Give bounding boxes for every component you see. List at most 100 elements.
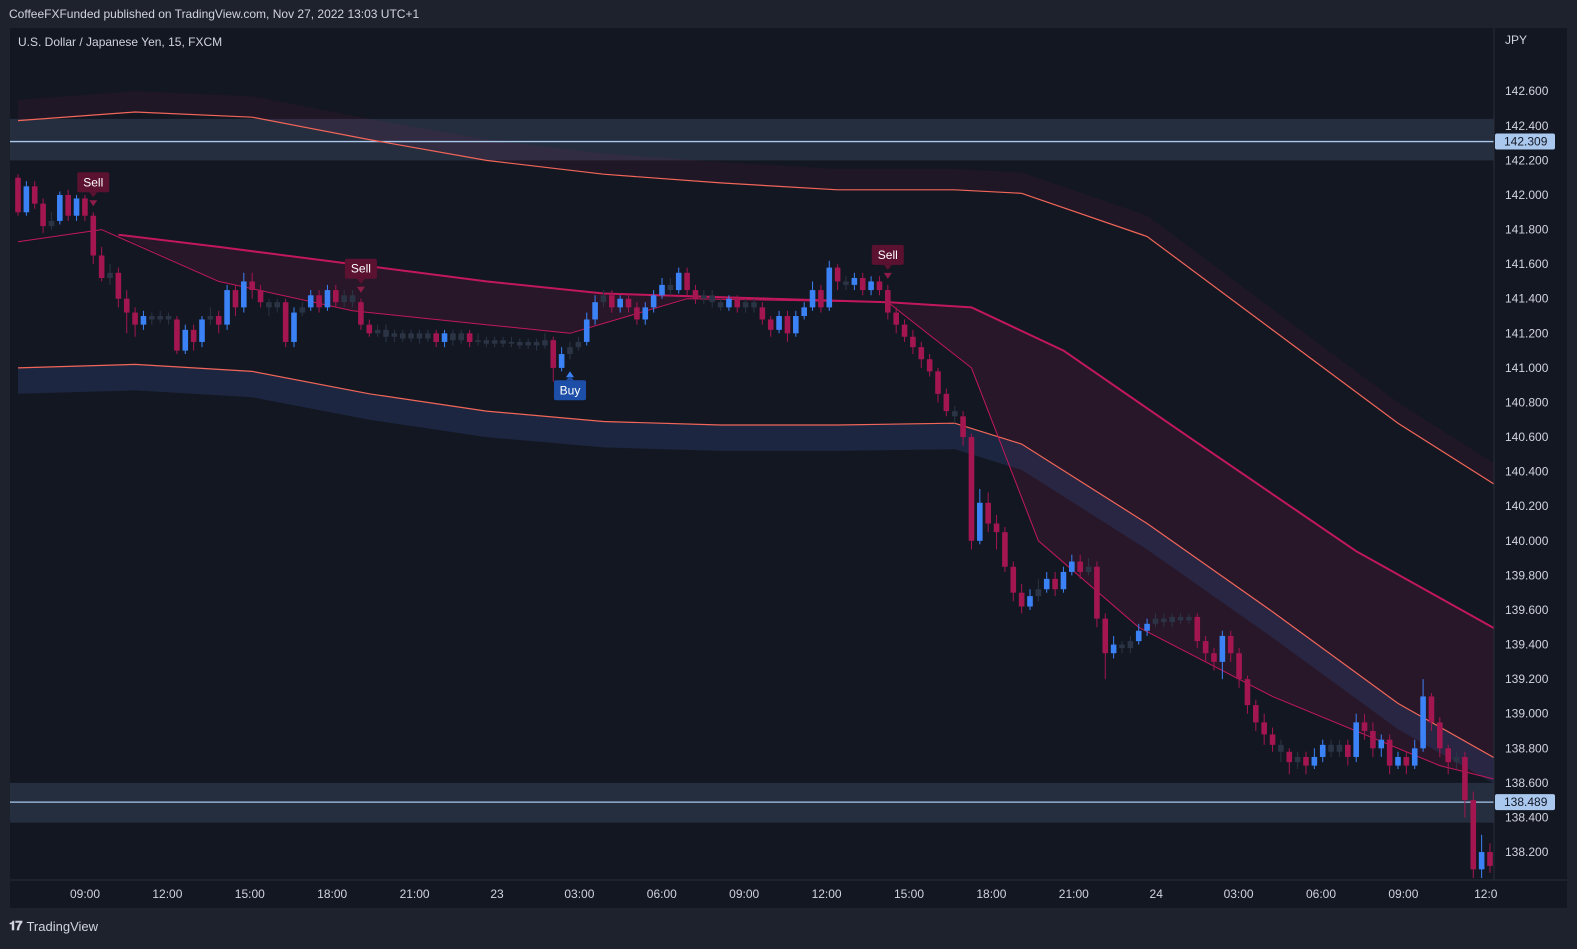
candle-body [1027,596,1033,607]
candle-body [1345,744,1351,757]
price-level-value: 142.309 [1504,135,1548,149]
candle-body [659,284,665,296]
x-tick-label: 21:00 [400,887,430,901]
sell-signal-pointer [89,192,98,198]
candle-body [1110,644,1117,654]
x-tick-label: 18:00 [976,887,1006,901]
tradingview-brand[interactable]: 𝟏𝟕 TradingView [9,918,98,934]
y-tick-label: 139.200 [1505,672,1549,686]
candle-body [190,329,197,342]
candle-body [818,290,824,308]
candle-body [1478,852,1485,870]
candle-body [1361,722,1368,732]
y-tick-label: 142.000 [1505,188,1549,202]
candle-body [123,298,130,313]
y-tick-label: 140.200 [1505,499,1549,513]
candle-body [1395,756,1401,766]
candle-body [567,347,573,355]
candle-body [1161,618,1167,623]
candle-body [31,186,38,204]
candle-body [1144,623,1150,631]
candle-body [358,302,364,325]
y-tick-label: 140.800 [1505,395,1549,409]
candle-body [575,341,582,348]
candle-body [215,316,222,325]
brand-name: TradingView [26,918,99,934]
candle-body [675,272,682,291]
candle-body [1211,653,1217,662]
candle-body [282,302,289,342]
candle-body [48,220,55,227]
x-tick-label: 18:00 [317,887,347,901]
y-tick-label: 141.200 [1505,326,1549,340]
chart-canvas[interactable]: Sell Sell Buy Sell JPY 142.600 142.400 142.200 1… [10,28,1567,908]
candle-body [232,290,239,308]
candle-body [1186,616,1192,621]
candle-body [951,411,958,417]
symbol-title: U.S. Dollar / Japanese Yen, 15, FXCM [18,35,223,49]
sell-signal-label: Sell [83,175,103,189]
publish-info: CoffeeFXFunded published on TradingView.… [9,7,420,21]
buy-signal-label: Buy [560,383,581,397]
candle-body [1428,696,1435,723]
candle-body [316,295,322,308]
candle-body [642,307,649,320]
x-tick-label: 09:00 [70,887,100,901]
candle-body [784,316,791,334]
candle-body [1127,641,1134,649]
candle-body [767,319,774,330]
candle-body [634,307,640,320]
candle-body [1069,561,1075,572]
candle-body [1487,852,1493,866]
candle-body [433,333,439,342]
candle-body [1135,630,1142,642]
price-chart[interactable]: Sell Sell Buy Sell JPY 142.600 142.400 142.200 1… [10,28,1567,908]
sell-signal-badge [77,172,110,193]
candle-body [107,272,113,278]
candle-body [1010,566,1017,593]
x-tick-label: 24 [1150,887,1164,901]
candle-body [182,329,189,351]
candle-body [684,272,690,291]
y-tick-label: 138.800 [1505,741,1549,755]
candle-body [1353,722,1359,757]
candle-body [1227,635,1234,654]
sell-arrow-icon [883,272,892,279]
price-level-value: 138.489 [1504,795,1548,809]
candle-body [851,277,858,285]
candle-body [157,316,163,320]
candle-body [1194,616,1201,642]
currency-label: JPY [1505,33,1527,47]
candle-body [1018,592,1025,607]
candle-body [241,281,247,308]
price-level-tag [1495,133,1555,150]
x-tick-label: 09:00 [729,887,759,901]
candle-body [826,267,833,308]
buy-arrow-icon [566,371,574,378]
candle-body [592,302,598,320]
level-zone-0 [10,118,1494,161]
candle-body [1102,618,1109,654]
candle-body [1219,635,1226,662]
candle-body [876,281,883,291]
candle-body [935,371,941,394]
candle-body [609,295,615,308]
x-tick-label: 23 [490,887,504,901]
candle-body [266,302,272,308]
publish-bar: CoffeeFXFunded published on TradingView.… [0,0,1577,28]
candle-body [1052,578,1058,590]
y-tick-label: 139.600 [1505,603,1549,617]
candle-body [1253,705,1259,723]
candle-body [717,302,724,308]
y-tick-label: 140.400 [1505,465,1549,479]
upper-band-line [17,111,1524,504]
candle-body [517,341,523,346]
y-tick-label: 138.600 [1505,776,1549,790]
candle-body [701,295,707,299]
candle-body [751,302,757,308]
candle-body [224,290,230,325]
candle-body [15,177,21,213]
sell-signal-label: Sell [878,248,898,262]
candle-body [207,316,214,320]
candle-body [40,203,46,227]
